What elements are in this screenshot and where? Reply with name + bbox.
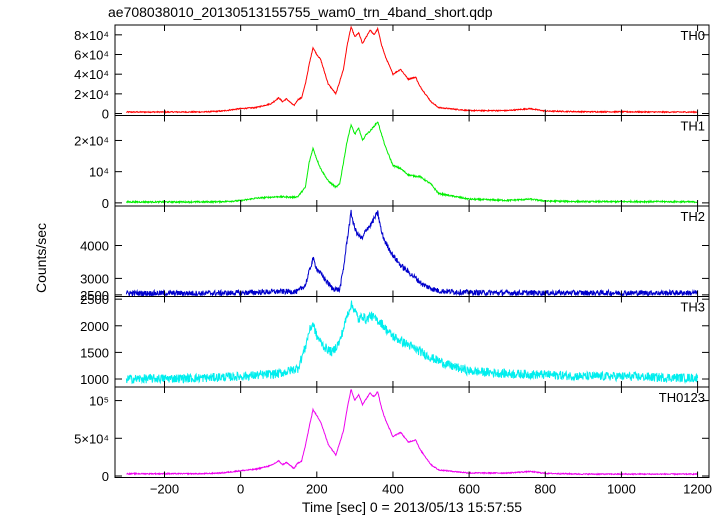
y-tick-label: 2500 xyxy=(80,292,109,307)
x-tick-label: −200 xyxy=(150,482,179,497)
y-tick-label: 6×10⁴ xyxy=(74,48,109,63)
panel-frame xyxy=(114,205,710,297)
y-tick-label: 0 xyxy=(102,196,109,211)
chart-title: ae708038010_20130513155755_wam0_trn_4ban… xyxy=(108,4,493,20)
y-tick-label: 10⁴ xyxy=(89,165,109,180)
panel-frame xyxy=(114,115,710,207)
y-tick-label: 10⁵ xyxy=(89,394,109,409)
series-line-th2 xyxy=(125,209,699,298)
y-tick-label: 4×10⁴ xyxy=(74,67,109,82)
panel-label-th3: TH3 xyxy=(680,300,705,315)
x-axis: −200 0 200 400 600 800 1000 1200 xyxy=(150,482,712,497)
x-tick-label: 200 xyxy=(306,482,328,497)
y-tick-label: 8×10⁴ xyxy=(74,28,109,43)
panel-th3: 1000 1500 2000 2500 TH3 xyxy=(80,292,710,388)
panel-frame xyxy=(114,386,710,478)
y-tick-label: 2×10⁴ xyxy=(74,133,109,148)
panel-label-th1: TH1 xyxy=(680,119,705,134)
panel-th2: 2500 3000 4000 TH2 xyxy=(80,205,710,303)
x-tick-label: 1000 xyxy=(607,482,636,497)
y-axis-label: Counts/sec xyxy=(33,223,49,293)
x-tick-label: 600 xyxy=(458,482,480,497)
panel-th1: 0 10⁴ 2×10⁴ TH1 xyxy=(74,115,710,211)
panel-label-th2: TH2 xyxy=(680,209,705,224)
x-tick-label: 0 xyxy=(237,482,244,497)
y-tick-label: 3000 xyxy=(80,271,109,286)
y-tick-label: 1500 xyxy=(80,345,109,360)
y-tick-label: 5×10⁴ xyxy=(74,431,109,446)
y-tick-label: 0 xyxy=(102,469,109,484)
panel-frame xyxy=(114,24,710,116)
panels-group: 0 2×10⁴ 4×10⁴ 6×10⁴ 8×10⁴ TH0 0 10⁴ 2×10⁴ TH1 2500… xyxy=(74,24,710,484)
panel-label-th0: TH0 xyxy=(680,28,705,43)
y-tick-label: 2000 xyxy=(80,319,109,334)
y-tick-label: 2500 xyxy=(80,288,109,303)
panel-th0123: 0 5×10⁴ 10⁵ TH0123 xyxy=(74,386,710,484)
series-line-th0123 xyxy=(126,388,698,476)
x-tick-label: 800 xyxy=(534,482,556,497)
y-tick-label: 1000 xyxy=(80,372,109,387)
x-tick-label: 400 xyxy=(382,482,404,497)
y-tick-label: 2×10⁴ xyxy=(74,87,109,102)
y-tick-label: 4000 xyxy=(80,238,109,253)
series-line-th0 xyxy=(126,25,698,114)
x-axis-label: Time [sec] 0 = 2013/05/13 15:57:55 xyxy=(302,499,522,515)
panel-th0: 0 2×10⁴ 4×10⁴ 6×10⁴ 8×10⁴ TH0 xyxy=(74,24,710,122)
x-tick-label: 1200 xyxy=(683,482,712,497)
series-line-th1 xyxy=(125,121,698,205)
y-tick-label: 0 xyxy=(102,107,109,122)
series-line-th3 xyxy=(125,300,699,385)
panel-label-th0123: TH0123 xyxy=(659,390,705,405)
